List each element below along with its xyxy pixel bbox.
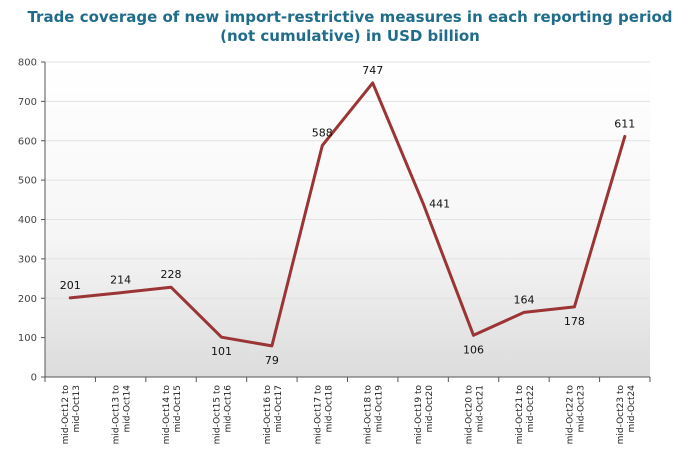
data-label: 228 bbox=[161, 268, 182, 281]
x-tick-label: mid-Oct23 tomid-Oct24 bbox=[616, 385, 637, 445]
chart-title-line-2: (not cumulative) in USD billion bbox=[220, 27, 480, 45]
data-label: 201 bbox=[60, 279, 81, 292]
x-tick-label: mid-Oct19 tomid-Oct20 bbox=[414, 385, 435, 445]
chart-title: Trade coverage of new import-restrictive… bbox=[0, 8, 700, 46]
data-label: 164 bbox=[513, 293, 534, 306]
series-line bbox=[68, 81, 627, 348]
data-label: 214 bbox=[110, 274, 131, 287]
data-label: 79 bbox=[265, 354, 279, 367]
y-tick-label: 300 bbox=[18, 254, 37, 265]
data-label: 747 bbox=[362, 64, 383, 77]
data-label: 588 bbox=[312, 126, 333, 139]
x-axis: mid-Oct12 tomid-Oct13 mid-Oct13 tomid-Oct… bbox=[44, 377, 651, 445]
y-tick-label: 400 bbox=[18, 215, 37, 226]
x-tick-label: mid-Oct20 tomid-Oct21 bbox=[465, 385, 486, 445]
x-tick-label: mid-Oct12 tomid-Oct13 bbox=[61, 385, 82, 445]
data-label: 101 bbox=[211, 345, 232, 358]
x-tick-label: mid-Oct21 tomid-Oct22 bbox=[515, 385, 536, 445]
gridlines bbox=[45, 61, 650, 378]
data-label: 441 bbox=[429, 197, 450, 210]
x-tick-label: mid-Oct13 tomid-Oct14 bbox=[112, 385, 133, 445]
x-tick-label: mid-Oct16 tomid-Oct17 bbox=[263, 385, 284, 445]
x-tick-label: mid-Oct17 tomid-Oct18 bbox=[313, 385, 334, 445]
data-label: 106 bbox=[463, 343, 484, 356]
y-tick-label: 200 bbox=[18, 294, 37, 305]
data-label: 611 bbox=[614, 117, 635, 130]
y-tick-label: 0 bbox=[31, 373, 37, 384]
y-tick-label: 500 bbox=[18, 176, 37, 187]
x-tick-label: mid-Oct14 tomid-Oct15 bbox=[162, 385, 183, 445]
y-tick-label: 700 bbox=[18, 97, 37, 108]
data-label: 178 bbox=[564, 315, 585, 328]
x-tick-label: mid-Oct15 tomid-Oct16 bbox=[212, 385, 233, 445]
y-tick-label: 600 bbox=[18, 136, 37, 147]
y-axis: 0 100 200 300 400 500 600 700 800 bbox=[18, 58, 46, 384]
x-tick-label: mid-Oct22 tomid-Oct23 bbox=[565, 385, 586, 445]
chart-title-line-1: Trade coverage of new import-restrictive… bbox=[27, 8, 673, 26]
y-tick-label: 800 bbox=[18, 58, 37, 69]
x-tick-label: mid-Oct18 tomid-Oct19 bbox=[364, 385, 385, 445]
data-line bbox=[68, 81, 627, 348]
y-tick-label: 100 bbox=[18, 333, 37, 344]
data-labels: 201 214 228 101 79 588 747 441 106 164 178 611 bbox=[60, 64, 636, 367]
